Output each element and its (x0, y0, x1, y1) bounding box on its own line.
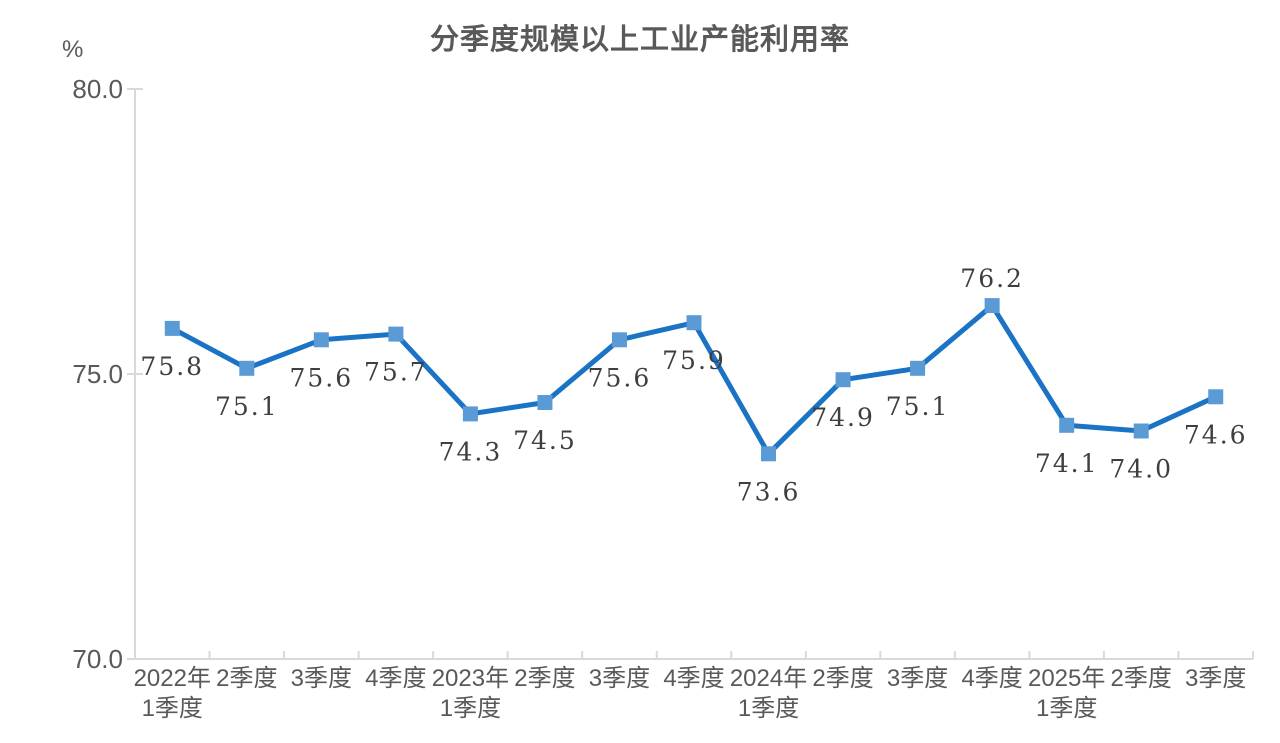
data-point-label: 75.1 (215, 392, 279, 421)
x-tick-label: 2季度 (216, 665, 277, 692)
x-tick-label: 2022年 1季度 (134, 665, 211, 722)
x-tick-label: 3季度 (1185, 665, 1246, 692)
data-point-label: 74.3 (439, 437, 503, 466)
x-tick-label: 3季度 (589, 665, 650, 692)
data-point-label: 75.9 (662, 346, 726, 375)
x-tick-label: 2023年 1季度 (432, 665, 509, 722)
x-tick-label: 2025年 1季度 (1028, 665, 1105, 722)
data-point-label: 75.6 (588, 363, 652, 392)
data-point-marker (686, 315, 702, 331)
data-point-marker (1133, 423, 1149, 439)
x-tick-label: 2季度 (514, 665, 575, 692)
data-point-marker (462, 406, 478, 422)
data-point-marker (388, 326, 404, 342)
data-point-marker (1059, 417, 1075, 433)
data-point-marker (611, 332, 627, 348)
data-point-label: 75.7 (364, 358, 428, 387)
data-point-marker (313, 332, 329, 348)
data-point-label: 74.0 (1109, 455, 1173, 484)
data-point-label: 75.6 (289, 363, 353, 392)
data-point-label: 74.6 (1184, 420, 1248, 449)
x-tick-label: 3季度 (291, 665, 352, 692)
y-tick-label: 70.0 (72, 644, 123, 674)
data-point-marker (761, 446, 777, 462)
x-tick-label: 2024年 1季度 (730, 665, 807, 722)
data-point-marker (239, 360, 255, 376)
data-point-label: 73.6 (737, 477, 801, 506)
data-point-label: 75.8 (140, 352, 204, 381)
x-tick-label: 4季度 (365, 665, 426, 692)
x-tick-label: 2季度 (1111, 665, 1172, 692)
data-point-label: 74.1 (1035, 449, 1099, 478)
x-tick-label: 3季度 (887, 665, 948, 692)
data-point-marker (835, 372, 851, 388)
data-point-marker (984, 298, 1000, 314)
y-tick-label: 80.0 (72, 74, 123, 104)
x-tick-label: 2季度 (812, 665, 873, 692)
y-tick-label: 75.0 (72, 359, 123, 389)
data-point-label: 74.5 (513, 426, 577, 455)
x-tick-label: 4季度 (961, 665, 1022, 692)
data-point-marker (1208, 389, 1224, 405)
data-point-label: 74.9 (811, 403, 875, 432)
x-tick-label: 4季度 (663, 665, 724, 692)
data-point-label: 76.2 (960, 264, 1024, 293)
data-point-marker (910, 360, 926, 376)
data-point-marker (537, 395, 553, 410)
data-point-label: 75.1 (886, 392, 950, 421)
data-point-marker (164, 320, 180, 336)
y-axis-unit-label: % (62, 36, 84, 63)
chart-title: 分季度规模以上工业产能利用率 (429, 24, 850, 56)
